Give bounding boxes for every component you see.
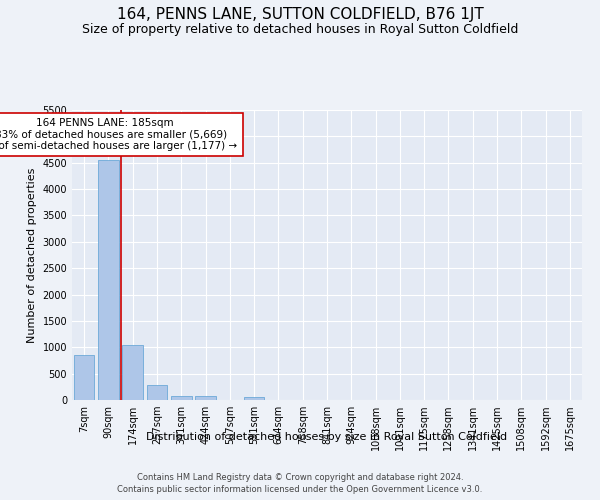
- Text: 164 PENNS LANE: 185sqm
← 83% of detached houses are smaller (5,669)
17% of semi-: 164 PENNS LANE: 185sqm ← 83% of detached…: [0, 118, 238, 151]
- Text: Size of property relative to detached houses in Royal Sutton Coldfield: Size of property relative to detached ho…: [82, 22, 518, 36]
- Y-axis label: Number of detached properties: Number of detached properties: [27, 168, 37, 342]
- Text: Contains HM Land Registry data © Crown copyright and database right 2024.: Contains HM Land Registry data © Crown c…: [137, 472, 463, 482]
- Bar: [171, 396, 191, 400]
- Bar: [195, 396, 216, 400]
- Bar: [74, 355, 94, 400]
- Text: 164, PENNS LANE, SUTTON COLDFIELD, B76 1JT: 164, PENNS LANE, SUTTON COLDFIELD, B76 1…: [116, 8, 484, 22]
- Bar: [122, 344, 143, 400]
- Bar: [146, 385, 167, 400]
- Bar: [98, 160, 119, 400]
- Text: Distribution of detached houses by size in Royal Sutton Coldfield: Distribution of detached houses by size …: [146, 432, 508, 442]
- Text: Contains public sector information licensed under the Open Government Licence v3: Contains public sector information licen…: [118, 485, 482, 494]
- Bar: [244, 398, 265, 400]
